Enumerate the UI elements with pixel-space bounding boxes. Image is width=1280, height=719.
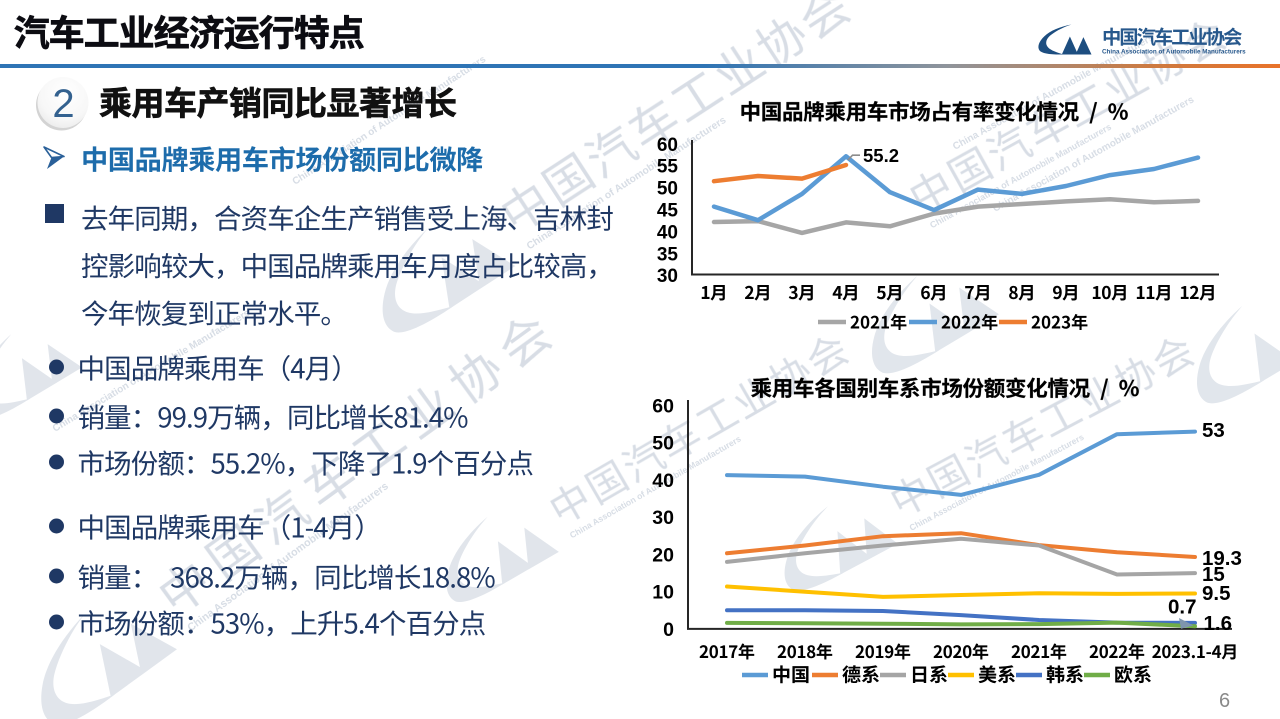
svg-text:15: 15	[1202, 563, 1225, 586]
svg-text:6: 6	[1219, 690, 1230, 712]
svg-text:China Association of Automobil: China Association of Automobile Manufact…	[1102, 49, 1246, 56]
svg-text:45: 45	[657, 201, 679, 222]
svg-text:2: 2	[52, 82, 74, 126]
svg-text:0: 0	[663, 619, 674, 641]
svg-text:19.3: 19.3	[1202, 547, 1242, 570]
svg-text:40: 40	[657, 222, 678, 243]
svg-text:60: 60	[657, 135, 678, 156]
svg-text:0.7: 0.7	[1168, 596, 1197, 619]
svg-text:40: 40	[652, 470, 674, 492]
svg-text:50: 50	[652, 433, 674, 455]
svg-text:55: 55	[657, 157, 679, 178]
svg-text:9.5: 9.5	[1202, 582, 1231, 605]
svg-text:1.6: 1.6	[1204, 612, 1233, 635]
svg-text:30: 30	[652, 507, 674, 529]
svg-text:53: 53	[1202, 419, 1225, 442]
svg-text:20: 20	[652, 544, 674, 566]
svg-text:60: 60	[652, 395, 674, 417]
svg-text:30: 30	[657, 266, 678, 287]
svg-text:10: 10	[652, 582, 674, 604]
svg-text:55.2: 55.2	[863, 145, 899, 166]
svg-text:35: 35	[657, 244, 679, 265]
svg-text:50: 50	[657, 179, 678, 200]
